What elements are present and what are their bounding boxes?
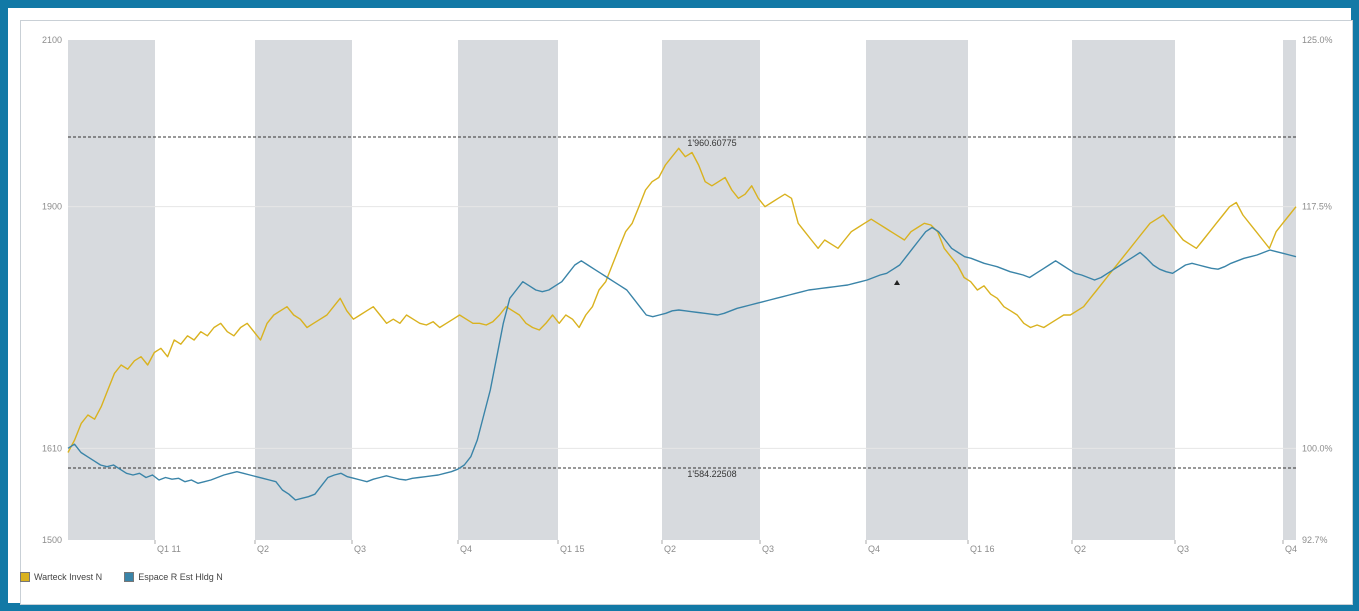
x-tick-label: Q2 xyxy=(1074,544,1086,554)
y-right-tick-label: 92.7% xyxy=(1302,535,1328,545)
x-tick-label: Q2 xyxy=(257,544,269,554)
x-tick-label: Q3 xyxy=(1177,544,1189,554)
shaded-band-4 xyxy=(866,40,968,540)
y-left-tick-label: 1900 xyxy=(42,202,62,212)
x-tick-label: Q4 xyxy=(1285,544,1297,554)
legend-label-warteck: Warteck Invest N xyxy=(34,572,103,582)
series-line-1 xyxy=(67,226,1297,501)
legend-item-espace[interactable]: Espace R Est Hldg N xyxy=(124,572,223,582)
x-tick-label: Q4 xyxy=(868,544,880,554)
legend-label-espace: Espace R Est Hldg N xyxy=(138,572,223,582)
y-left-tick-label: 2100 xyxy=(42,35,62,45)
reference-line-label-1: 1'584.22508 xyxy=(687,469,736,479)
y-right-tick-label: 100.0% xyxy=(1302,443,1333,453)
x-tick-label: Q1 15 xyxy=(560,544,585,554)
x-tick-label: Q4 xyxy=(460,544,472,554)
y-left-tick-label: 1610 xyxy=(42,443,62,453)
y-left-tick-label: 1500 xyxy=(42,535,62,545)
shaded-band-6 xyxy=(1283,40,1296,540)
series-line-0 xyxy=(67,147,1297,453)
shaded-band-2 xyxy=(458,40,558,540)
shaded-band-3 xyxy=(662,40,760,540)
y-right-tick-label: 125.0% xyxy=(1302,35,1333,45)
shaded-band-0 xyxy=(68,40,155,540)
marker-triangle xyxy=(894,280,900,285)
x-tick-label: Q2 xyxy=(664,544,676,554)
x-tick-label: Q1 16 xyxy=(970,544,995,554)
x-tick-label: Q3 xyxy=(762,544,774,554)
legend: Warteck Invest N Espace R Est Hldg N xyxy=(20,572,223,582)
legend-swatch-warteck xyxy=(20,572,30,582)
legend-item-warteck[interactable]: Warteck Invest N xyxy=(20,572,102,582)
shaded-band-1 xyxy=(255,40,352,540)
legend-swatch-espace xyxy=(124,572,135,582)
reference-line-label-0: 1'960.60775 xyxy=(687,138,736,148)
x-tick-label: Q1 11 xyxy=(157,544,181,554)
y-right-tick-label: 117.5% xyxy=(1302,202,1332,212)
shaded-band-5 xyxy=(1072,40,1175,540)
x-tick-label: Q3 xyxy=(354,544,366,554)
